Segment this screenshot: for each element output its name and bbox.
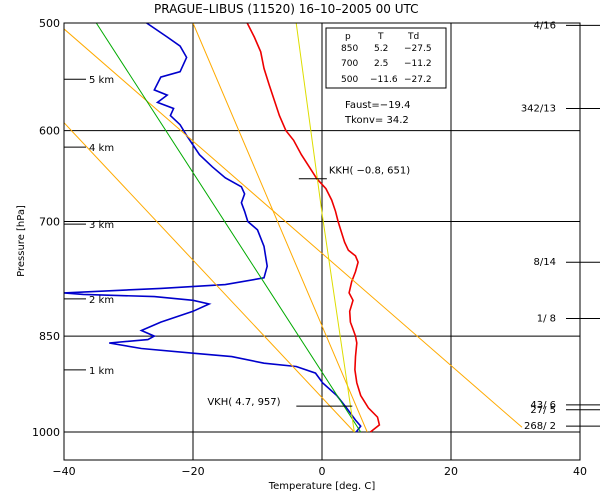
wind-label: 1/ 8: [537, 313, 556, 324]
table-cell: 700: [341, 59, 358, 69]
x-tick-label: −20: [181, 465, 204, 478]
table-cell: −11.2: [404, 59, 432, 69]
plot-frame: [63, 22, 581, 461]
x-tick-label: 40: [573, 465, 587, 478]
faust-value: Faust=−19.4: [345, 100, 410, 111]
grid: [64, 23, 580, 460]
x-tick-label: 20: [444, 465, 458, 478]
x-tick-label: −40: [52, 465, 75, 478]
table-cell: 2.5: [374, 59, 388, 69]
wind-label: 8/14: [534, 257, 556, 268]
wind-labels: 4/16 342/13 8/14 1/ 8 43/ 627/ 5 268/ 2: [521, 20, 600, 432]
series-line: [64, 23, 362, 433]
y-tick-label: 1000: [32, 426, 60, 439]
table-cell: 500: [341, 75, 358, 85]
wind-label: 268/ 2: [524, 421, 556, 432]
series-line: [246, 23, 381, 433]
height-label: 2 km: [89, 295, 114, 306]
table-cell: −27.2: [404, 75, 432, 85]
kkh-label: KKH( −0.8, 651): [329, 166, 410, 177]
table-header-p: p: [345, 32, 351, 42]
chart-title: PRAGUE–LIBUS (11520) 16–10–2005 00 UTC: [154, 2, 419, 16]
x-ticks: −40 −20 0 20 40: [52, 465, 587, 478]
x-tick-label: 0: [319, 465, 326, 478]
table-cell: 5.2: [374, 44, 388, 54]
table-header-td: Td: [407, 32, 419, 42]
series-line: [64, 28, 523, 428]
wind-label: 43/ 6: [530, 400, 556, 411]
series-line: [64, 122, 355, 433]
height-label: 3 km: [89, 220, 114, 231]
vkh-label: VKH( 4.7, 957): [207, 397, 280, 408]
wind-label: 27/ 5: [530, 405, 556, 416]
series-group: [64, 23, 523, 433]
height-label: 4 km: [89, 143, 114, 154]
y-tick-label: 850: [39, 330, 60, 343]
table-cell: 850: [341, 44, 358, 54]
wind-label: 4/16: [534, 20, 556, 31]
y-tick-label: 500: [39, 17, 60, 30]
wind-label: 342/13: [521, 104, 556, 115]
series-line: [95, 23, 362, 433]
height-label: 1 km: [89, 366, 114, 377]
y-ticks: 500 600 700 850 1000: [32, 17, 60, 439]
y-axis-label: Pressure [hPa]: [16, 205, 27, 277]
y-tick-label: 700: [39, 216, 60, 229]
series-line: [295, 23, 355, 433]
table-cell: −27.5: [404, 44, 432, 54]
x-axis-label: Temperature [deg. C]: [268, 481, 376, 492]
data-table: p T Td 850 5.2 −27.5 700 2.5 −11.2 500 −…: [325, 27, 447, 89]
data-table-box: [325, 27, 447, 89]
table-cell: −11.6: [370, 75, 398, 85]
series-line: [192, 23, 368, 433]
tkonv-value: Tkonv= 34.2: [344, 115, 409, 126]
height-label: 5 km: [89, 75, 114, 86]
y-tick-label: 600: [39, 125, 60, 138]
table-header-t: T: [377, 32, 384, 42]
height-labels: 6 km5 km4 km3 km2 km1 km: [64, 75, 114, 377]
